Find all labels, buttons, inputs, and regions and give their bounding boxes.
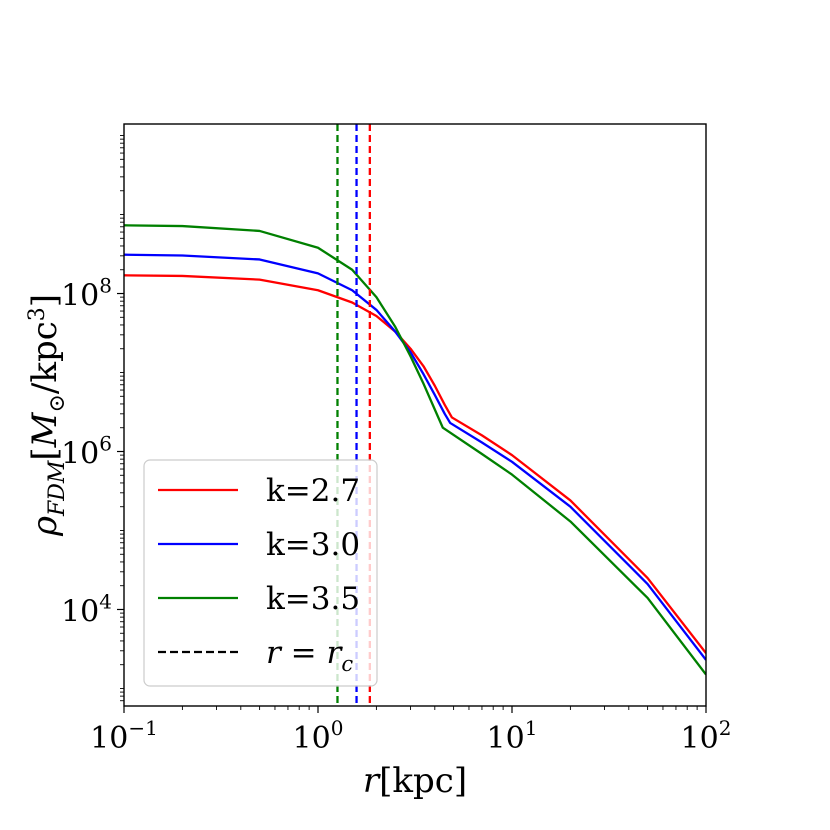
legend-label-3: k=3.5	[266, 581, 360, 617]
x-tick-label-1: 10−1	[90, 716, 158, 756]
legend-label-1: k=2.7	[266, 473, 360, 509]
x-tick-label-2: 100	[293, 716, 344, 756]
series-line-3	[124, 224, 706, 676]
y-axis-label: ρFDM[M⊙/kpc3]	[25, 294, 70, 537]
series-line-1	[124, 274, 706, 654]
x-tick-label-4: 102	[681, 716, 732, 756]
plot-frame	[123, 123, 707, 707]
legend-label-2: k=3.0	[266, 527, 360, 563]
axis-ticks: 10−1 100 101 102 104 106 108	[61, 135, 732, 756]
y-tick-label-3: 108	[61, 274, 112, 314]
x-tick-label-3: 101	[487, 716, 538, 756]
legend-box	[143, 459, 378, 687]
y-tick-label-2: 106	[61, 432, 112, 472]
y-tick-label-1: 104	[61, 589, 112, 629]
x-axis-label: r[kpc]	[363, 761, 467, 801]
legend: k=2.7 k=3.0 k=3.5 r = rc	[143, 459, 378, 687]
legend-label-4: r = rc	[266, 635, 353, 676]
series-line-2	[124, 253, 706, 661]
